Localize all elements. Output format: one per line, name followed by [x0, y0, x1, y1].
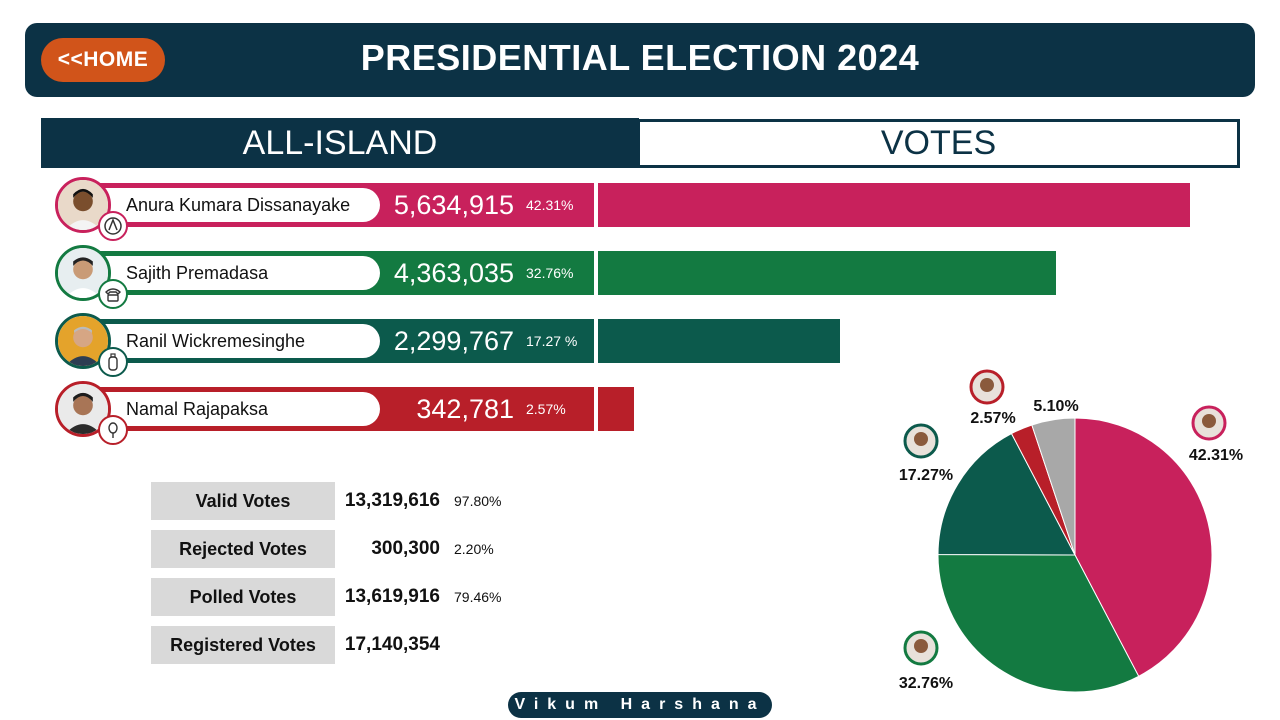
vote-count: 4,363,035 — [393, 257, 514, 288]
pie-slice — [1031, 417, 1076, 556]
candidate-row-4[interactable]: Namal Rajapaksa 342,781 2.57% — [0, 380, 1280, 445]
pie-slice — [1074, 417, 1213, 677]
telephone-icon — [98, 279, 128, 309]
candidate-avatar — [55, 177, 111, 233]
person-icon — [914, 639, 928, 653]
votes-header: VOTES — [637, 119, 1240, 168]
summary-value: 13,319,616 — [344, 490, 440, 511]
gas-cylinder-icon — [98, 347, 128, 377]
summary-label: Registered Votes — [151, 626, 335, 664]
vote-bar — [598, 387, 634, 431]
vote-bar — [598, 183, 1190, 227]
vote-bar — [598, 251, 1056, 295]
pie-slice — [937, 432, 1076, 556]
summary-value: 300,300 — [371, 538, 440, 559]
candidate-row-1[interactable]: Anura Kumara Dissanayake 5,634,915 42.31… — [0, 176, 1280, 241]
pie-slice — [1010, 424, 1076, 556]
bud-icon — [98, 415, 128, 445]
summary-value: 17,140,354 — [344, 634, 440, 655]
summary-percent: 79.46% — [454, 589, 502, 605]
pie-slice — [937, 553, 1140, 693]
vote-percent: 32.76% — [526, 265, 574, 281]
summary-percent: 2.20% — [454, 541, 494, 557]
author-credit: Vikum Harshana — [508, 692, 772, 718]
pie-slice-label: 32.76% — [899, 675, 953, 692]
summary-label: Valid Votes — [151, 482, 335, 520]
header-bar: <<HOME PRESIDENTIAL ELECTION 2024 — [25, 23, 1255, 97]
compass-icon — [98, 211, 128, 241]
pie-slice-label: 42.31% — [1189, 447, 1243, 464]
pie-avatar — [903, 630, 939, 666]
vote-count: 342,781 — [416, 393, 514, 424]
vote-count: 2,299,767 — [393, 325, 514, 356]
page-title: PRESIDENTIAL ELECTION 2024 — [360, 37, 920, 78]
candidate-row-3[interactable]: Ranil Wickremesinghe 2,299,767 17.27 % — [0, 312, 1280, 377]
candidate-row-2[interactable]: Sajith Premadasa 4,363,035 32.76% — [0, 244, 1280, 309]
vote-count: 5,634,915 — [393, 189, 514, 220]
candidate-name: Ranil Wickremesinghe — [100, 324, 380, 358]
candidate-name: Namal Rajapaksa — [100, 392, 380, 426]
vote-percent: 42.31% — [526, 197, 574, 213]
summary-label: Polled Votes — [151, 578, 335, 616]
candidate-name: Sajith Premadasa — [100, 256, 380, 290]
home-button[interactable]: <<HOME — [41, 38, 165, 82]
vote-percent: 17.27 % — [526, 333, 578, 349]
candidate-name: Anura Kumara Dissanayake — [100, 188, 380, 222]
summary-percent: 97.80% — [454, 493, 502, 509]
pie-slice-label: 17.27% — [899, 467, 953, 484]
region-label: ALL-ISLAND — [41, 118, 639, 168]
vote-percent: 2.57% — [526, 401, 566, 417]
summary-label: Rejected Votes — [151, 530, 335, 568]
summary-value: 13,619,916 — [344, 586, 440, 607]
vote-bar — [598, 319, 840, 363]
